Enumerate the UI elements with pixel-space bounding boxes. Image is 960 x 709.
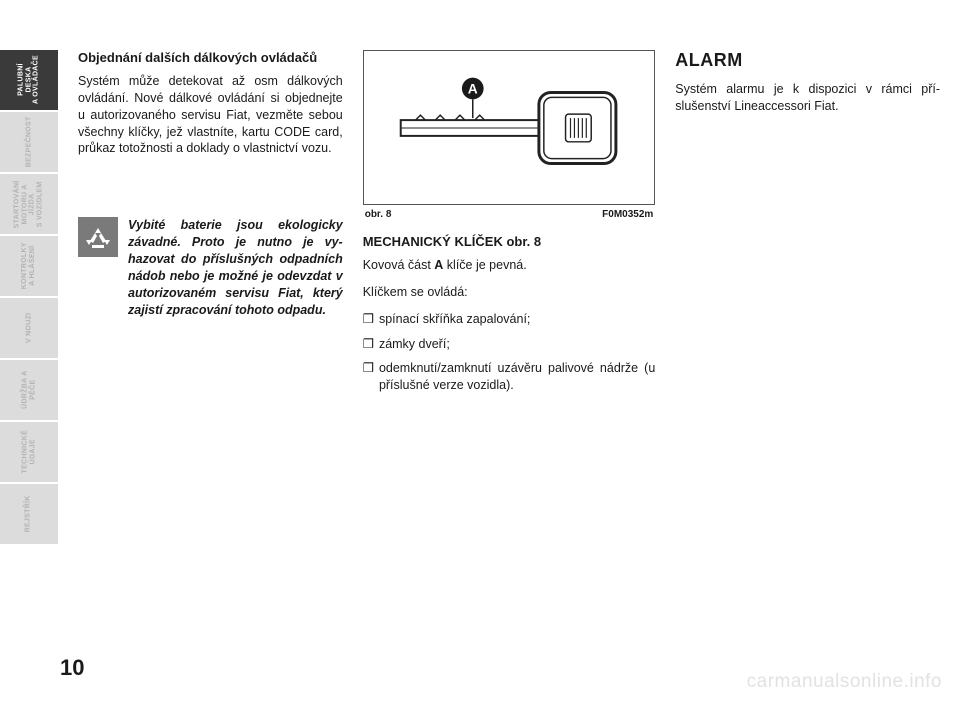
main-area: PALUBNÍ DESKA A OVLÁDAČE BEZPEČNOST STAR… (0, 0, 960, 709)
content-columns: Objednání dalších dálkových ovládačů Sys… (58, 0, 960, 709)
tab-udrzba[interactable]: ÚDRŽBA A PÉČE (0, 360, 58, 422)
tab-label: TECHNICKÉ ÚDAJE (21, 423, 36, 481)
tab-label: PALUBNÍ DESKA A OVLÁDAČE (17, 51, 40, 109)
text-bold: A (434, 258, 443, 272)
recycle-icon (78, 217, 118, 257)
eco-text: Vybité baterie jsou ekologicky závadné. … (128, 217, 343, 318)
tab-label: KONTROLKY A HLÁŠENÍ (21, 242, 36, 289)
col1-subheading: Objednání dalších dálkových ovládačů (78, 50, 343, 67)
figure-caption: obr. 8 F0M0352m (363, 209, 656, 220)
column-1: Objednání dalších dálkových ovládačů Sys… (78, 50, 343, 689)
bullet-marker: ❒ (363, 311, 374, 328)
tab-rejstrik[interactable]: REJSTŘÍK (0, 484, 58, 546)
tab-label: BEZPEČNOST (25, 117, 33, 168)
bullet-marker: ❒ (363, 336, 374, 353)
bullet-text: odemknutí/zamknutí uzávěru palivové nádr… (379, 360, 655, 394)
bullet-text: spínací skříňka zapalování; (379, 311, 655, 328)
col2-line1: Kovová část A klíče je pevná. (363, 257, 656, 274)
col3-heading: ALARM (675, 50, 940, 71)
text-prefix: Kovová část (363, 258, 435, 272)
bullet-item: ❒ zámky dveří; (363, 336, 656, 353)
tab-technicke[interactable]: TECHNICKÉ ÚDAJE (0, 422, 58, 484)
tab-v-nouzi[interactable]: V NOUZI (0, 298, 58, 360)
col2-line2: Klíčkem se ovládá: (363, 284, 656, 301)
tab-kontrolky[interactable]: KONTROLKY A HLÁŠENÍ (0, 236, 58, 298)
col3-paragraph: Systém alarmu je k dispozici v rámci pří… (675, 81, 940, 115)
tab-palubni-deska[interactable]: PALUBNÍ DESKA A OVLÁDAČE (0, 50, 58, 112)
sidebar-tabs: PALUBNÍ DESKA A OVLÁDAČE BEZPEČNOST STAR… (0, 0, 58, 709)
text-suffix: klíče je pevná. (443, 258, 526, 272)
fig-code: F0M0352m (602, 209, 653, 220)
column-3: ALARM Systém alarmu je k dispozici v rám… (675, 50, 940, 689)
tab-label: STARTOVÁNÍ MOTORU A JÍZDA S VOZIDLEM (14, 175, 45, 233)
tab-label: ÚDRŽBA A PÉČE (21, 361, 36, 419)
col1-paragraph: Systém může detekovat až osm dálkových o… (78, 73, 343, 157)
fig-number: obr. 8 (365, 209, 392, 220)
watermark: carmanualsonline.info (747, 671, 942, 693)
eco-notice: Vybité baterie jsou ekologicky závadné. … (78, 217, 343, 318)
key-figure: A (363, 50, 656, 205)
bullet-text: zámky dveří; (379, 336, 655, 353)
page-number: 10 (60, 655, 84, 681)
page-container: PALUBNÍ DESKA A OVLÁDAČE BEZPEČNOST STAR… (0, 0, 960, 709)
column-2: A obr. 8 F0M0352m MECHANICKÝ KLÍČEK obr.… (363, 50, 656, 689)
tab-bezpecnost[interactable]: BEZPEČNOST (0, 112, 58, 174)
tab-startovani[interactable]: STARTOVÁNÍ MOTORU A JÍZDA S VOZIDLEM (0, 174, 58, 236)
bullet-item: ❒ odemknutí/zamknutí uzávěru palivové ná… (363, 360, 656, 394)
tab-label: REJSTŘÍK (25, 495, 33, 532)
svg-text:A: A (468, 80, 478, 96)
col2-heading: MECHANICKÝ KLÍČEK obr. 8 (363, 234, 656, 251)
bullet-marker: ❒ (363, 360, 374, 394)
bullet-item: ❒ spínací skříňka zapalování; (363, 311, 656, 328)
tab-label: V NOUZI (25, 313, 33, 344)
